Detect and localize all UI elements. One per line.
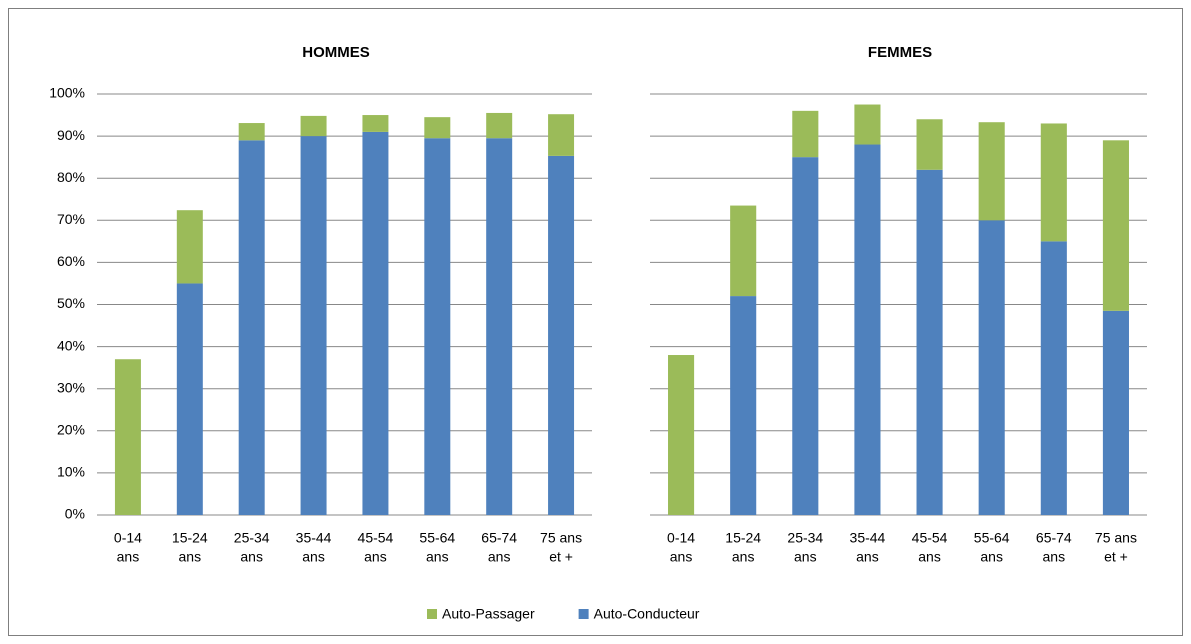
- x-tick-label: 0-14: [114, 530, 142, 546]
- x-tick-label: 45-54: [912, 530, 948, 546]
- y-tick-label: 50%: [57, 295, 85, 311]
- x-tick-label: ans: [670, 549, 693, 565]
- x-tick-label: ans: [302, 549, 325, 565]
- x-tick-label: et +: [549, 549, 573, 565]
- x-tick-label: ans: [179, 549, 202, 565]
- x-tick-label: 65-74: [481, 530, 517, 546]
- x-tick-label: ans: [364, 549, 387, 565]
- x-tick-label: ans: [240, 549, 263, 565]
- y-tick-label: 40%: [57, 337, 85, 353]
- y-tick-label: 80%: [57, 169, 85, 185]
- bar-segment: [114, 359, 141, 515]
- bar-segment: [916, 169, 943, 515]
- bar-segment: [548, 155, 575, 515]
- bar-segment: [362, 131, 389, 515]
- legend-swatch: [578, 609, 589, 619]
- y-tick-label: 90%: [57, 127, 85, 143]
- x-tick-label: 25-34: [787, 530, 823, 546]
- bar-segment: [978, 220, 1005, 516]
- x-tick-label: ans: [488, 549, 511, 565]
- x-tick-label: ans: [980, 549, 1003, 565]
- bar-segment: [730, 296, 757, 515]
- bar-segment: [854, 104, 881, 145]
- bar-segment: [300, 136, 327, 515]
- bar-segment: [730, 205, 757, 297]
- bar-segment: [854, 144, 881, 515]
- x-tick-label: 25-34: [234, 530, 270, 546]
- x-tick-label: ans: [794, 549, 817, 565]
- bar-segment: [176, 283, 203, 515]
- bar-segment: [362, 115, 389, 132]
- bar-segment: [300, 115, 327, 137]
- bar-segment: [424, 138, 451, 515]
- bar-segment: [792, 157, 819, 515]
- x-tick-label: ans: [117, 549, 140, 565]
- y-tick-label: 100%: [49, 85, 85, 101]
- chart-title: FEMMES: [868, 44, 932, 61]
- legend-label: Auto-Passager: [442, 606, 535, 622]
- x-tick-label: ans: [1043, 549, 1066, 565]
- bar-segment: [1040, 123, 1067, 242]
- bar-segment: [548, 114, 575, 156]
- y-tick-label: 60%: [57, 253, 85, 269]
- x-tick-label: ans: [426, 549, 449, 565]
- x-tick-label: ans: [918, 549, 941, 565]
- x-tick-label: 55-64: [419, 530, 455, 546]
- x-tick-label: 15-24: [725, 530, 761, 546]
- bar-segment: [978, 122, 1005, 221]
- y-tick-label: 70%: [57, 211, 85, 227]
- x-tick-label: 35-44: [296, 530, 332, 546]
- legend-swatch: [427, 609, 437, 619]
- x-tick-label: 75 ans: [1095, 530, 1137, 546]
- x-tick-label: ans: [856, 549, 879, 565]
- bar-segment: [1040, 241, 1067, 515]
- bar-segment: [1102, 310, 1129, 515]
- bar-segment: [486, 112, 513, 139]
- x-tick-label: 15-24: [172, 530, 208, 546]
- bar-segment: [238, 140, 265, 515]
- bar-segment: [176, 210, 203, 284]
- y-tick-label: 10%: [57, 464, 85, 480]
- x-tick-label: 75 ans: [540, 530, 582, 546]
- bar-segment: [238, 123, 265, 141]
- bar-segment: [916, 119, 943, 170]
- bar-segment: [792, 110, 819, 158]
- x-tick-label: 65-74: [1036, 530, 1072, 546]
- bar-segment: [424, 117, 451, 139]
- y-tick-label: 0%: [65, 506, 85, 522]
- y-tick-label: 30%: [57, 379, 85, 395]
- bar-segment: [668, 355, 695, 515]
- x-tick-label: 35-44: [850, 530, 886, 546]
- y-tick-label: 20%: [57, 422, 85, 438]
- x-tick-label: 45-54: [358, 530, 394, 546]
- x-tick-label: ans: [732, 549, 755, 565]
- x-tick-label: et +: [1104, 549, 1128, 565]
- x-tick-label: 0-14: [667, 530, 695, 546]
- x-tick-label: 55-64: [974, 530, 1010, 546]
- bar-segment: [1102, 140, 1129, 311]
- bar-segment: [486, 138, 513, 515]
- legend-label: Auto-Conducteur: [594, 606, 700, 622]
- chart-title: HOMMES: [302, 44, 370, 61]
